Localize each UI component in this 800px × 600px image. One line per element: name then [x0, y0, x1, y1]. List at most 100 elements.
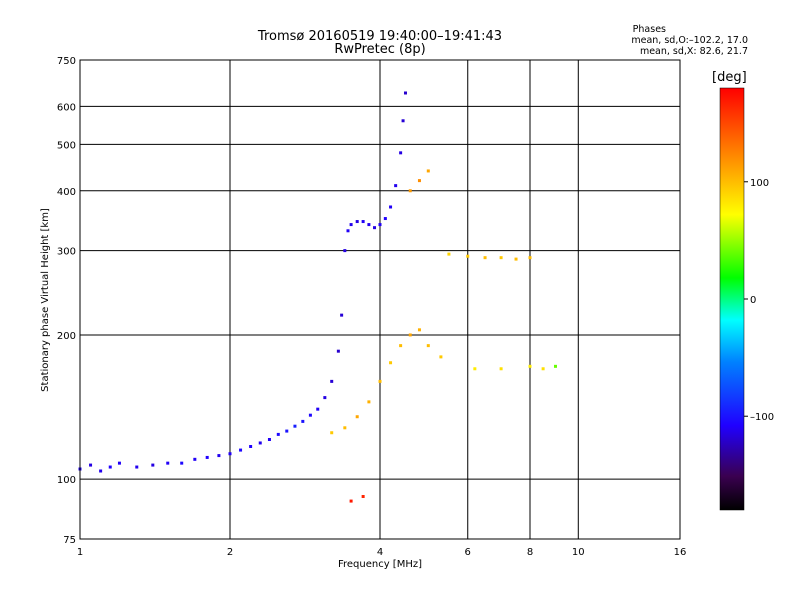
grid-lines [80, 60, 680, 539]
data-point [258, 441, 262, 445]
colorbar [719, 87, 745, 511]
y-axis-ticks: 75 100 200 300 400 500 600 750 [57, 56, 76, 546]
data-point [399, 344, 403, 348]
data-point [373, 226, 377, 230]
y-tick-label: 400 [57, 187, 76, 198]
data-point [541, 367, 545, 371]
data-point [378, 223, 382, 227]
data-point [417, 328, 421, 332]
data-point [308, 413, 312, 417]
phases-heading: Phases [632, 24, 666, 35]
data-point [401, 119, 405, 123]
y-tick-label: 500 [57, 140, 76, 151]
data-point [466, 254, 470, 258]
y-tick-label: 300 [57, 247, 76, 258]
data-point [336, 349, 340, 353]
y-tick-label: 200 [57, 331, 76, 342]
data-point [267, 438, 271, 442]
data-point [117, 461, 121, 465]
data-point [166, 461, 170, 465]
y-tick-label: 75 [63, 535, 76, 546]
y-tick-label: 750 [57, 56, 76, 67]
data-point [89, 463, 93, 467]
data-point [293, 424, 297, 428]
plot-frame [79, 59, 681, 540]
data-point [528, 364, 532, 368]
y-axis-label: Stationary phase Virtual Height [km] [40, 208, 51, 392]
data-point [403, 91, 407, 95]
data-point [499, 256, 503, 260]
colorbar-tick-label: –100 [750, 412, 774, 423]
data-point [108, 465, 112, 469]
data-point [349, 223, 353, 227]
data-point [408, 189, 412, 193]
data-point [355, 415, 359, 419]
data-point [205, 455, 209, 459]
x-axis-label: Frequency [MHz] [338, 559, 422, 570]
data-point [285, 429, 289, 433]
colorbar-tick-label: 100 [750, 178, 769, 189]
chart-subtitle: RwPretec (8p) [334, 42, 426, 57]
data-point [346, 229, 350, 233]
data-point [151, 463, 155, 467]
data-point [343, 249, 347, 253]
data-point [249, 444, 253, 448]
data-point [378, 379, 382, 383]
data-point [355, 220, 359, 224]
data-point [180, 461, 184, 465]
data-point [367, 400, 371, 404]
data-point [389, 205, 393, 209]
data-points [78, 91, 557, 503]
x-tick-label: 2 [227, 547, 233, 558]
data-point [361, 220, 365, 224]
x-tick-label: 1 [77, 547, 83, 558]
y-tick-label: 100 [57, 475, 76, 486]
data-point [323, 396, 327, 400]
x-axis-ticks: 1 2 4 6 8 10 16 [77, 547, 687, 558]
x-tick-label: 6 [465, 547, 471, 558]
x-tick-label: 8 [527, 547, 533, 558]
chart-title: Tromsø 20160519 19:40:00–19:41:43 [257, 29, 503, 44]
data-point [499, 367, 503, 371]
data-point [316, 407, 320, 411]
data-point [330, 379, 334, 383]
data-point [217, 454, 221, 458]
data-point [528, 256, 532, 260]
x-tick-label: 4 [377, 547, 383, 558]
data-point [483, 256, 487, 260]
data-point [361, 494, 365, 498]
x-tick-label: 10 [572, 547, 585, 558]
colorbar-unit: [deg] [712, 70, 747, 85]
data-point [340, 313, 344, 317]
phase-stats-x: mean, sd,X: 82.6, 21.7 [639, 46, 748, 57]
data-point [417, 179, 421, 183]
colorbar-ticks: 100 0 –100 [744, 178, 774, 423]
data-point [408, 333, 412, 337]
data-point [389, 361, 393, 365]
data-point [473, 367, 477, 371]
x-tick-label: 16 [674, 547, 687, 558]
data-point [447, 252, 451, 256]
data-point [135, 465, 139, 469]
data-point [349, 499, 353, 503]
data-point [239, 448, 243, 452]
data-point [193, 457, 197, 461]
data-point [383, 217, 387, 221]
data-point [228, 452, 232, 456]
colorbar-tick-label: 0 [750, 295, 756, 306]
data-point [367, 223, 371, 227]
data-point [399, 151, 403, 155]
data-point [276, 432, 280, 436]
data-point [514, 257, 518, 261]
data-point [439, 355, 443, 359]
phase-stats-o: mean, sd,O:–102.2, 17.0 [631, 35, 748, 46]
data-point [301, 419, 305, 423]
data-point [394, 184, 398, 188]
y-tick-label: 600 [57, 102, 76, 113]
data-point [99, 469, 103, 473]
data-point [553, 364, 557, 368]
data-point [426, 344, 430, 348]
data-point [343, 426, 347, 430]
data-point [426, 169, 430, 173]
